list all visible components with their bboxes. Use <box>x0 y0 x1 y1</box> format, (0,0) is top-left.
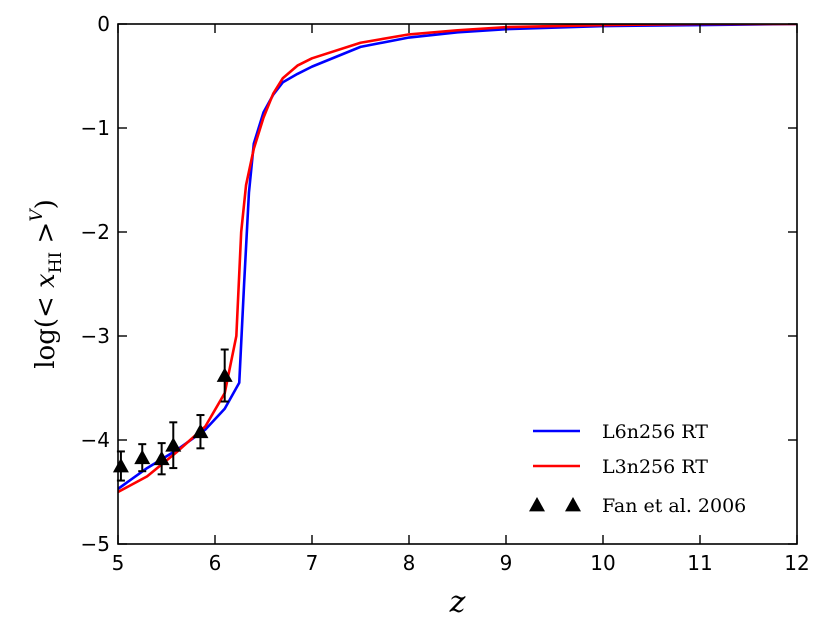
y-axis-label-part-0: log(< <box>31 288 61 369</box>
data-point-fan-0 <box>112 458 129 473</box>
legend: L6n256 RT L3n256 RT Fan et al. 2006 <box>529 421 746 517</box>
plot-area <box>112 24 797 494</box>
x-tick-label-0: 5 <box>112 551 125 575</box>
x-tick-label-5: 10 <box>590 551 615 575</box>
y-tick-label-5: −5 <box>81 532 110 556</box>
x-tick-label-3: 8 <box>403 551 416 575</box>
y-axis-label-group: log(< xHI >V) <box>27 199 66 369</box>
y-axis-label-part-1: x <box>31 273 61 288</box>
legend-label-2: Fan et al. 2006 <box>602 495 746 517</box>
data-point-fan-4 <box>192 423 209 439</box>
data-point-fan-3 <box>165 437 182 452</box>
x-tick-label-1: 6 <box>209 551 222 575</box>
plot-frame <box>117 23 798 545</box>
y-axis-label-part-2: HI <box>46 252 66 274</box>
legend-label-0: L6n256 RT <box>602 421 708 443</box>
data-point-fan-1 <box>134 449 151 465</box>
x-tick-label-4: 9 <box>500 551 513 575</box>
legend-marker-2-1 <box>565 497 581 512</box>
y-tick-label-0: 0 <box>97 12 110 36</box>
y-tick-label-1: −1 <box>81 116 110 140</box>
y-axis-label-part-5: ) <box>31 199 61 209</box>
legend-label-1: L3n256 RT <box>602 456 708 478</box>
x-tick-label-6: 11 <box>687 551 712 575</box>
x-tick-label-2: 7 <box>306 551 319 575</box>
y-tick-label-3: −3 <box>81 324 110 348</box>
y-tick-label-2: −2 <box>81 220 110 244</box>
axes: 5 6 7 8 9 10 11 12 0 −1 −2 −3 −4 −5 z log(< xHI >V) <box>27 12 810 620</box>
y-axis-label: log(< xHI >V) <box>27 199 66 369</box>
y-axis-label-part-4: V <box>27 208 47 222</box>
legend-marker-2-0 <box>529 497 545 512</box>
data-point-fan-2 <box>153 450 170 466</box>
x-tick-label-7: 12 <box>784 551 809 575</box>
y-axis-label-part-3: > <box>31 222 61 252</box>
series-line-1 <box>118 24 797 494</box>
data-point-fan-5 <box>216 367 233 382</box>
x-axis-label: z <box>449 585 466 620</box>
y-tick-label-4: −4 <box>81 428 110 452</box>
